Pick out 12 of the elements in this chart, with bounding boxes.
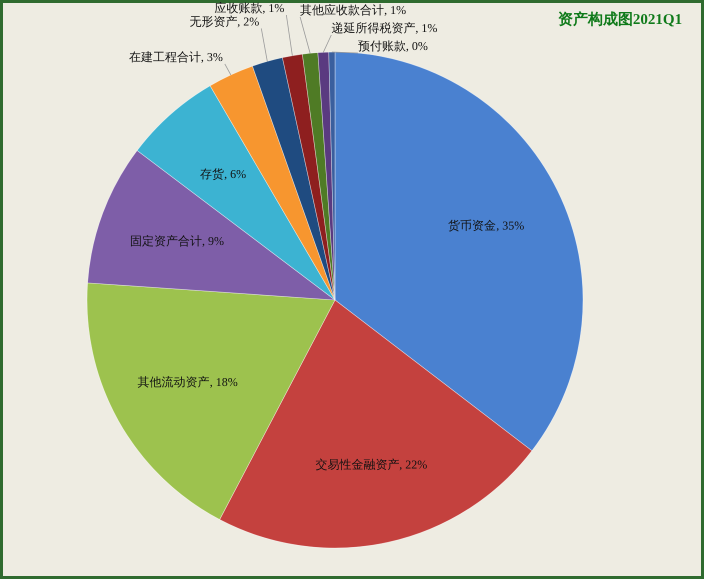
slice-label: 货币资金, 35%	[448, 218, 524, 232]
slice-label: 其他应收款合计, 1%	[300, 3, 406, 17]
slice-label: 无形资产, 2%	[189, 14, 260, 28]
slice-label: 交易性金融资产, 22%	[315, 458, 428, 472]
slice-label: 其他流动资产, 18%	[138, 375, 238, 390]
slice-label: 递延所得税资产, 1%	[331, 21, 438, 35]
slice-label: 应收账款, 1%	[214, 1, 284, 15]
slice-label: 在建工程合计, 3%	[128, 50, 223, 64]
slice-label: 存货, 6%	[200, 166, 246, 181]
slice-label: 固定资产合计, 9%	[130, 234, 224, 248]
slice-label: 预付账款, 0%	[358, 39, 428, 53]
text: 资产构成图2021Q1	[558, 11, 682, 28]
